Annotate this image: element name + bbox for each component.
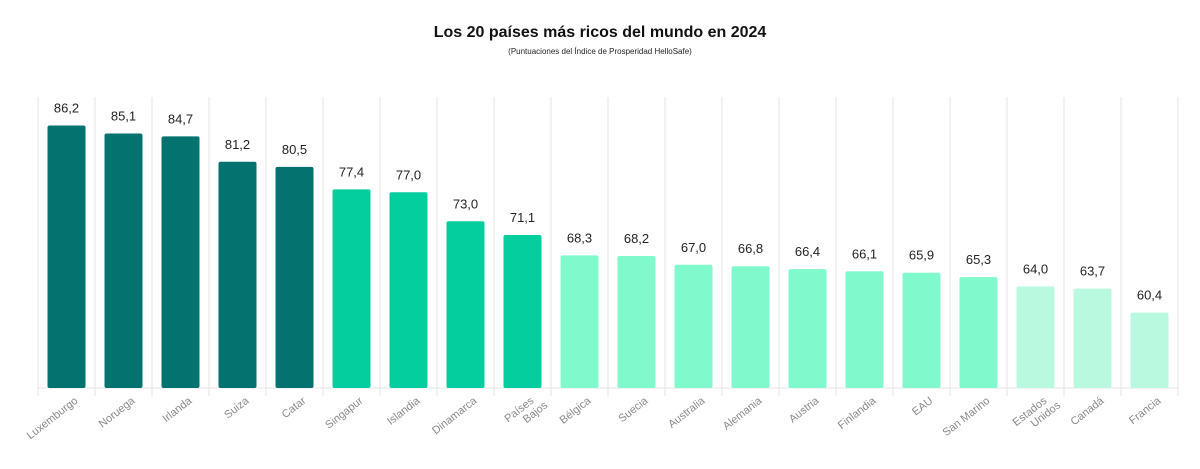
bar-canadá	[1073, 288, 1112, 388]
x-tick-label: Austria	[787, 394, 822, 425]
data-label: 68,3	[567, 230, 592, 245]
bar-suiza	[218, 161, 257, 388]
data-label: 80,5	[282, 142, 307, 157]
bar-luxemburgo	[47, 125, 86, 389]
data-label: 86,2	[54, 101, 79, 116]
data-label: 63,7	[1080, 264, 1105, 279]
bar-países-bajos	[503, 235, 542, 388]
bar-catar	[275, 166, 314, 388]
x-tick-label: Francia	[1127, 394, 1164, 427]
bar-estados-unidos	[1016, 286, 1055, 388]
chart-subtitle: (Puntuaciones del Índice de Prosperidad …	[508, 47, 692, 56]
x-tick-label: Suiza	[222, 394, 252, 421]
x-tick-label: Irlanda	[160, 394, 195, 425]
x-tick-label: EstadosUnidos	[1011, 390, 1064, 439]
x-tick-label: PaísesBajos	[502, 390, 550, 435]
bar-dinamarca	[446, 221, 485, 388]
data-label: 71,1	[510, 210, 535, 225]
x-tick-label: San Marino	[941, 395, 993, 439]
bar-bélgica	[560, 255, 599, 388]
x-tick-label: Canadá	[1069, 394, 1107, 428]
chart-title: Los 20 países más ricos del mundo en 202…	[433, 24, 767, 41]
data-label: 73,0	[453, 196, 478, 211]
data-label: 60,4	[1137, 288, 1162, 303]
data-label: 85,1	[111, 109, 136, 124]
x-tick-label: Singapur	[323, 395, 365, 432]
bar-eau	[902, 272, 941, 388]
x-tick-label: Noruega	[97, 394, 138, 430]
bar-singapur	[332, 189, 371, 388]
data-label: 68,2	[624, 231, 649, 246]
bar-francia	[1130, 312, 1169, 388]
data-label: 65,9	[909, 248, 934, 263]
x-tick-label: Catar	[280, 395, 309, 421]
bar-islandia	[389, 192, 428, 388]
x-tick-label: Islandia	[385, 394, 423, 427]
data-label: 81,2	[225, 137, 250, 152]
data-label: 77,0	[396, 167, 421, 182]
data-label: 64,0	[1023, 262, 1048, 277]
x-tick-label: Dinamarca	[430, 394, 480, 437]
x-tick-label: EAU	[910, 395, 935, 418]
x-tick-label: Suecia	[616, 394, 651, 425]
data-label: 66,8	[738, 241, 763, 256]
bar-finlandia	[845, 271, 884, 388]
bar-suecia	[617, 256, 656, 388]
data-label: 77,4	[339, 164, 364, 179]
bar-austria	[788, 269, 827, 388]
x-tick-label: Luxemburgo	[25, 395, 81, 442]
data-label: 84,7	[168, 111, 193, 126]
data-label: 67,0	[681, 240, 706, 255]
bar-san-marino	[959, 277, 998, 388]
bar-australia	[674, 264, 713, 388]
bar-noruega	[104, 133, 143, 388]
x-tick-label: Finlandia	[836, 394, 879, 431]
x-tick-label: Bélgica	[558, 394, 595, 426]
bar-alemania	[731, 266, 770, 388]
data-label: 65,3	[966, 252, 991, 267]
data-label: 66,4	[795, 244, 820, 259]
data-label: 66,1	[852, 246, 877, 261]
bar-irlanda	[161, 136, 200, 388]
x-tick-label: Alemania	[721, 394, 765, 432]
x-tick-label: Australia	[666, 394, 708, 430]
